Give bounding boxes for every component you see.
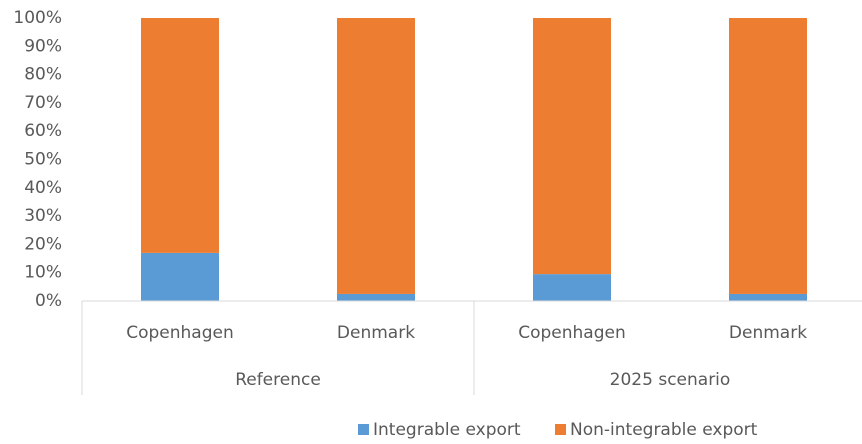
legend-swatch xyxy=(358,424,369,435)
y-tick-label: 50% xyxy=(24,150,62,170)
legend-swatch xyxy=(555,424,566,435)
y-tick-label: 30% xyxy=(24,206,62,226)
bar-segment xyxy=(533,274,611,301)
group-label: Reference xyxy=(235,370,321,390)
x-tick-label: Copenhagen xyxy=(518,323,626,343)
y-tick-label: 10% xyxy=(24,263,62,283)
y-tick-label: 90% xyxy=(24,36,62,56)
y-tick-label: 100% xyxy=(13,8,62,28)
x-tick-label: Denmark xyxy=(729,323,807,343)
x-tick-label: Denmark xyxy=(337,323,415,343)
bar-segment xyxy=(141,18,219,253)
y-tick-label: 60% xyxy=(24,121,62,141)
bar-segment xyxy=(337,293,415,301)
bar-segment xyxy=(533,18,611,275)
bar-segment xyxy=(729,293,807,301)
y-tick-label: 20% xyxy=(24,234,62,254)
x-tick-label: Copenhagen xyxy=(126,323,234,343)
legend-label: Integrable export xyxy=(373,420,521,440)
bar-segment xyxy=(337,18,415,294)
y-tick-label: 40% xyxy=(24,178,62,198)
y-tick-label: 0% xyxy=(35,291,62,311)
group-label: 2025 scenario xyxy=(610,370,731,390)
legend-label: Non-integrable export xyxy=(570,420,758,440)
bar-segment xyxy=(141,252,219,301)
bar-segment xyxy=(729,18,807,294)
y-tick-label: 70% xyxy=(24,93,62,113)
y-tick-label: 80% xyxy=(24,65,62,85)
